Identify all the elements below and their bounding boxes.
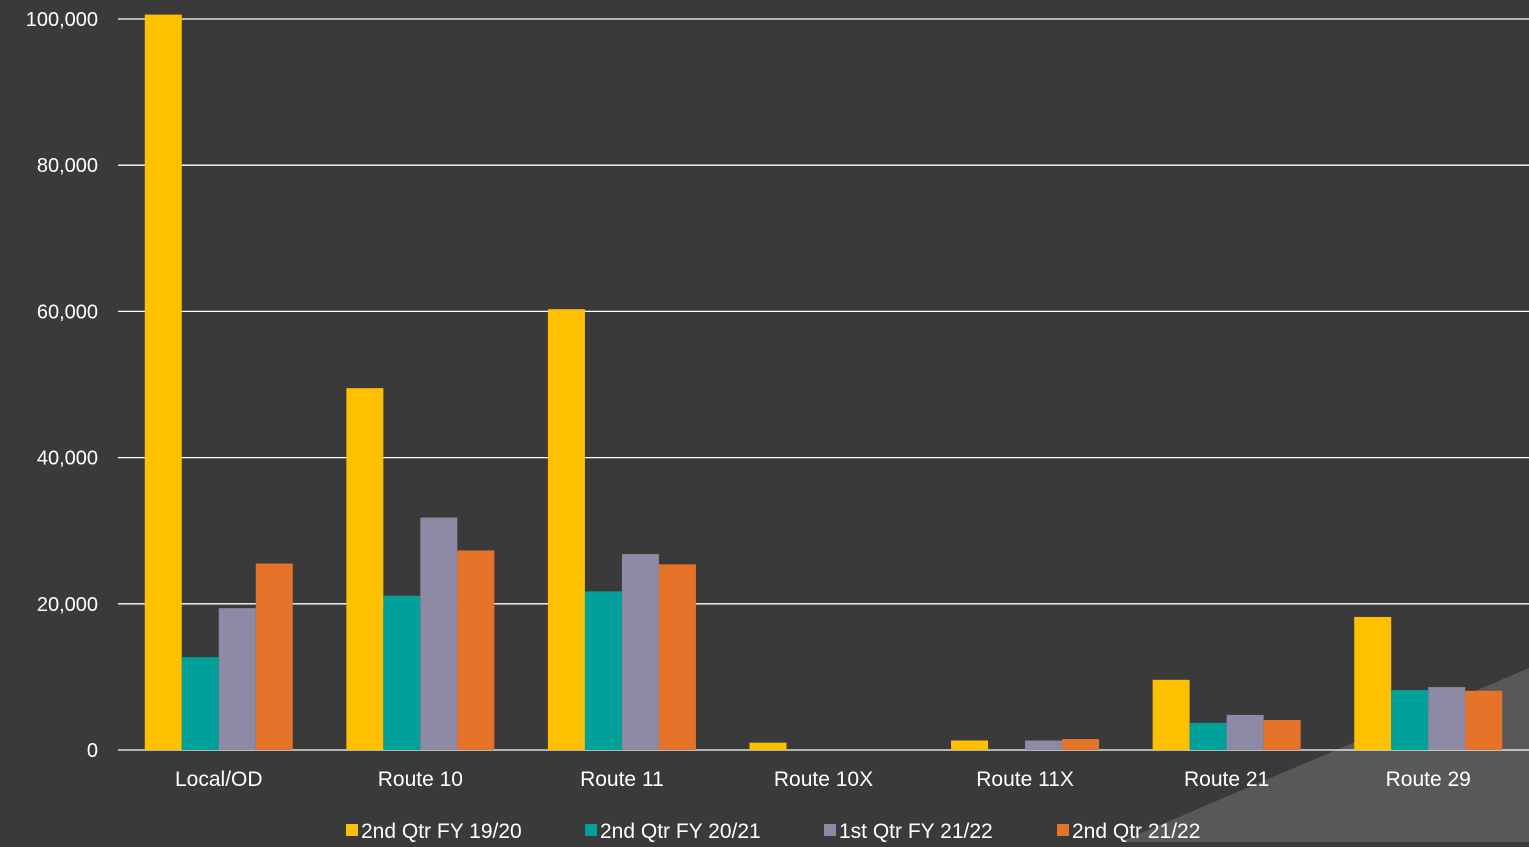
x-tick-label: Route 21 <box>1184 768 1269 791</box>
legend-label: 2nd Qtr FY 20/21 <box>600 820 761 842</box>
bar-4-7 <box>1465 690 1503 750</box>
bar-1-6 <box>1152 679 1190 750</box>
bar-4-1 <box>255 563 293 750</box>
bar-3-3 <box>621 554 659 750</box>
legend-label: 2nd Qtr 21/22 <box>1072 820 1200 842</box>
y-tick-label: 0 <box>87 740 98 762</box>
x-tick-label: Route 11 <box>580 768 664 791</box>
x-axis-ticks: Local/OD Route 10 Route 11 Route 10X Route 1… <box>175 768 1471 791</box>
bar-2-7 <box>1391 690 1429 750</box>
y-tick-label: 80,000 <box>37 155 98 177</box>
legend-swatch <box>585 824 597 836</box>
y-tick-label: 20,000 <box>37 594 98 616</box>
y-tick-label: 40,000 <box>37 448 98 470</box>
legend-label: 1st Qtr FY 21/22 <box>839 820 993 842</box>
bars <box>144 14 1503 750</box>
x-tick-label: Route 10 <box>378 768 463 791</box>
bar-1-4 <box>749 742 787 750</box>
y-axis-ticks: 0 20,000 40,000 60,000 80,000 100,000 <box>26 9 98 762</box>
x-tick-label: Route 11X <box>976 768 1074 791</box>
x-tick-label: Local/OD <box>175 768 263 791</box>
legend: 2nd Qtr FY 19/20 2nd Qtr FY 20/21 1st Qtr … <box>346 820 1200 843</box>
bar-1-3 <box>547 309 585 750</box>
legend-label: 2nd Qtr FY 19/20 <box>361 820 522 842</box>
bar-3-2 <box>420 517 458 750</box>
bar-2-1 <box>181 657 219 750</box>
bar-1-2 <box>346 388 384 750</box>
legend-swatch <box>824 824 836 836</box>
y-tick-label: 60,000 <box>37 301 98 323</box>
y-tick-label: 100,000 <box>26 9 98 31</box>
bar-3-7 <box>1428 687 1466 750</box>
bar-3-6 <box>1226 714 1264 750</box>
bar-2-6 <box>1189 722 1227 750</box>
bar-1-7 <box>1354 616 1392 750</box>
legend-swatch <box>346 824 358 836</box>
bar-3-1 <box>218 608 256 750</box>
gridlines <box>118 18 1529 751</box>
bar-4-3 <box>658 564 696 750</box>
bar-1-1 <box>144 14 182 750</box>
bar-1-5 <box>951 740 989 750</box>
x-tick-label: Route 29 <box>1386 768 1471 791</box>
bar-4-2 <box>457 550 495 750</box>
bar-2-3 <box>584 591 622 750</box>
x-tick-label: Route 10X <box>774 768 873 791</box>
legend-swatch <box>1057 824 1069 836</box>
bar-4-6 <box>1263 720 1301 750</box>
bar-2-2 <box>383 595 421 750</box>
bar-3-5 <box>1025 740 1063 750</box>
bar-4-5 <box>1062 739 1100 750</box>
